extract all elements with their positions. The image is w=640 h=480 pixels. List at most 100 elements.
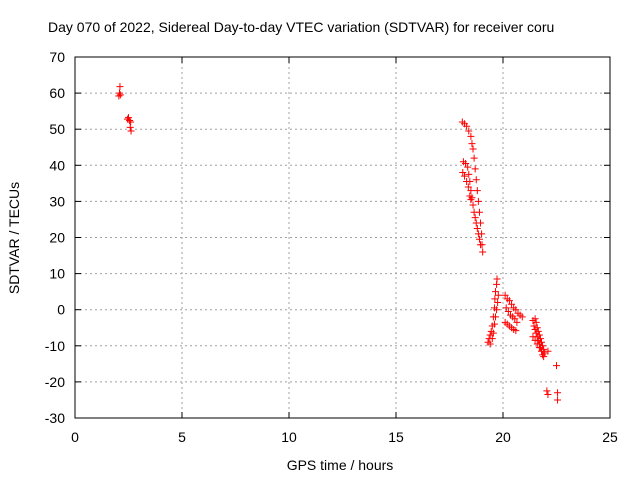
data-point: [494, 298, 502, 306]
x-tick-label: 0: [71, 429, 79, 445]
data-point: [470, 208, 478, 216]
data-point: [513, 318, 521, 326]
grid: [75, 57, 610, 418]
data-point: [554, 396, 562, 404]
data-point: [544, 347, 552, 355]
y-tick-label: 40: [49, 157, 65, 173]
data-point: [462, 159, 470, 167]
data-point: [512, 327, 520, 335]
data-point: [468, 140, 476, 148]
data-point: [532, 318, 540, 326]
data-point: [463, 178, 471, 186]
data-point: [479, 248, 487, 256]
data-point: [488, 335, 496, 343]
data-point: [125, 114, 132, 122]
y-tick-label: 20: [49, 230, 65, 246]
axis-ticks: 0 5 10 15 20 25 -30 -20 -10 0 10 20 30 40 50 60 70: [45, 49, 618, 445]
data-point: [471, 214, 479, 222]
data-point: [541, 349, 549, 357]
y-tick-label: -30: [45, 410, 65, 426]
data-point: [508, 300, 516, 308]
data-point: [505, 297, 513, 305]
y-tick-label: 0: [57, 302, 65, 318]
data-point: [477, 241, 485, 249]
y-tick-label: 50: [49, 121, 65, 137]
x-tick-label: 5: [178, 429, 186, 445]
data-point: [465, 127, 473, 135]
data-point: [492, 288, 500, 296]
y-tick-label: 70: [49, 49, 65, 65]
data-point: [116, 91, 124, 99]
y-tick-label: 60: [49, 85, 65, 101]
y-tick-label: 30: [49, 193, 65, 209]
data-point: [511, 315, 519, 323]
data-point: [466, 192, 474, 200]
data-point: [473, 187, 481, 195]
data-point: [490, 320, 498, 328]
data-point: [127, 127, 135, 135]
data-point: [518, 313, 526, 321]
data-point: [494, 291, 502, 299]
data-point: [538, 338, 546, 346]
data-point: [493, 275, 501, 283]
chart-title: Day 070 of 2022, Sidereal Day-to-day VTE…: [48, 19, 554, 35]
data-point: [469, 201, 477, 209]
data-point: [463, 122, 471, 130]
data-point: [472, 219, 480, 227]
data-point: [540, 345, 548, 353]
data-point: [544, 391, 552, 399]
data-point: [467, 196, 475, 204]
data-point: [489, 329, 497, 337]
data-point: [126, 123, 134, 131]
data-point: [470, 154, 478, 162]
data-point: [535, 331, 543, 339]
data-point: [539, 342, 547, 350]
data-point: [543, 387, 551, 395]
data-point: [553, 362, 560, 370]
data-point: [535, 344, 543, 352]
data-point: [492, 313, 500, 321]
data-point: [554, 389, 562, 397]
x-tick-label: 25: [602, 429, 618, 445]
data-point: [472, 176, 480, 184]
data-point: [464, 183, 472, 191]
data-point: [493, 306, 501, 314]
data-point: [116, 89, 124, 97]
y-tick-label: 10: [49, 266, 65, 282]
data-point: [512, 306, 520, 314]
data-point: [475, 235, 483, 243]
x-tick-label: 15: [388, 429, 404, 445]
x-tick-label: 20: [495, 429, 511, 445]
data-point: [473, 224, 481, 232]
data-point: [531, 315, 539, 323]
data-point: [116, 83, 124, 91]
data-point: [460, 172, 468, 180]
data-point: [467, 187, 475, 195]
data-points: [115, 83, 562, 404]
data-point: [465, 170, 473, 178]
data-point: [464, 163, 472, 171]
y-tick-label: -20: [45, 374, 65, 390]
data-point: [533, 324, 541, 332]
data-point: [486, 331, 494, 339]
data-point: [504, 308, 512, 316]
data-point: [502, 304, 510, 312]
y-tick-label: -10: [45, 338, 65, 354]
x-axis-label: GPS time / hours: [287, 457, 394, 473]
data-point: [530, 322, 538, 330]
data-point: [486, 340, 494, 348]
data-point: [126, 117, 134, 125]
data-point: [469, 145, 477, 153]
data-point: [474, 197, 482, 205]
data-point: [471, 165, 479, 173]
data-point: [536, 335, 544, 343]
data-point: [491, 295, 499, 303]
data-point: [534, 327, 542, 335]
y-axis-label: SDTVAR / TECUs: [6, 182, 22, 294]
data-point: [531, 336, 539, 344]
data-point: [533, 340, 541, 348]
data-point: [459, 169, 467, 177]
data-point: [467, 132, 475, 140]
